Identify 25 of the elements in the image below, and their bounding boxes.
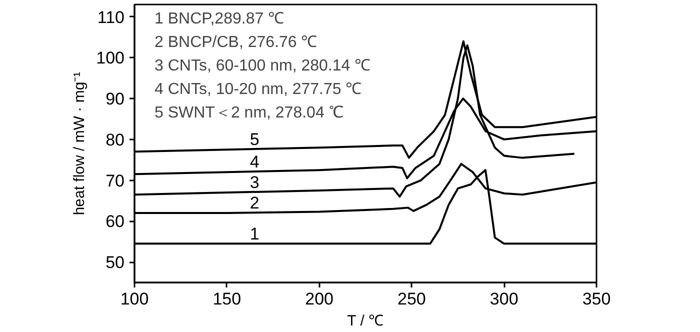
y-tick-label: 90 [106, 90, 125, 109]
y-tick-label: 70 [106, 171, 125, 190]
x-tick-label: 150 [212, 290, 242, 308]
annotation: 1 BNCP,289.87 ℃ [154, 10, 284, 28]
x-tick-label: 100 [120, 290, 149, 308]
x-tick-label: 200 [305, 290, 334, 308]
series-label: 3 [250, 172, 260, 192]
y-tick-label: 80 [106, 130, 125, 150]
y-tick-label: 50 [106, 253, 125, 272]
y-tick-label: 110 [97, 8, 125, 27]
series-label: 4 [250, 152, 260, 172]
x-axis-title: T / ℃ [347, 312, 384, 330]
y-tick-label: 60 [106, 212, 125, 232]
y-axis-title: heat flow / mW · mg⁻¹ [71, 72, 88, 216]
y-tick-label: 100 [96, 48, 125, 68]
x-tick-label: 300 [490, 290, 518, 308]
series-label: 2 [250, 193, 260, 212]
annotation: 5 SWNT＜2 nm, 278.04 ℃ [154, 104, 344, 122]
series-label: 1 [250, 224, 260, 244]
series-label: 5 [250, 130, 260, 149]
annotation: 4 CNTs, 10-20 nm, 277.75 ℃ [154, 81, 362, 98]
x-tick-label: 350 [582, 290, 611, 308]
annotation: 3 CNTs, 60-100 nm, 280.14 ℃ [154, 58, 371, 74]
annotation: 2 BNCP/CB, 276.76 ℃ [154, 34, 318, 51]
x-tick-label: 250 [398, 290, 426, 308]
